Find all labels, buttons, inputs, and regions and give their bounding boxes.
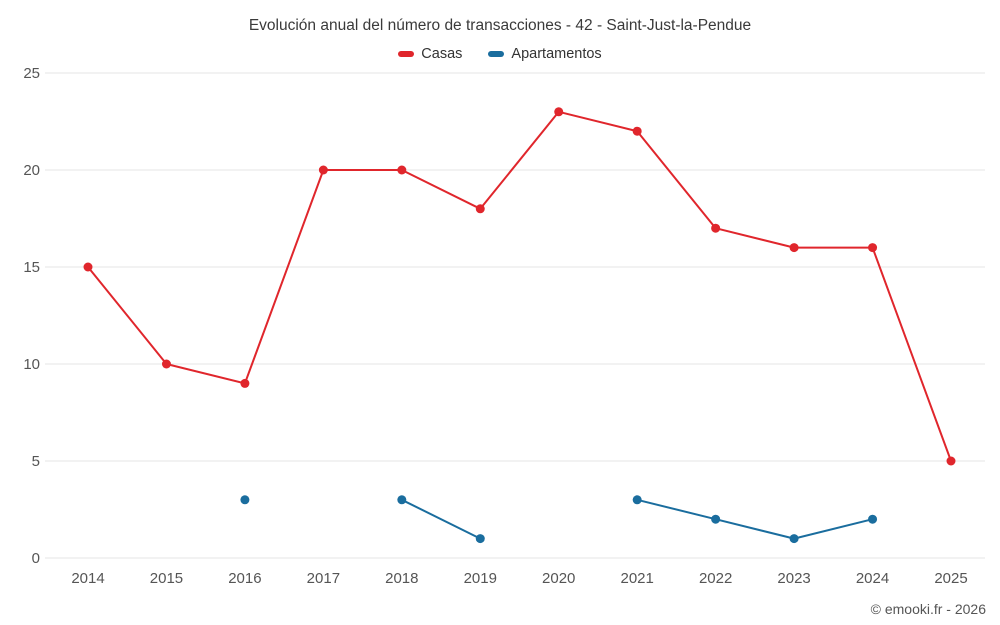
series-point-apartamentos[interactable] xyxy=(397,495,407,505)
legend-label-apartamentos: Apartamentos xyxy=(511,46,602,62)
series-point-casas[interactable] xyxy=(711,223,721,233)
y-tick-label: 15 xyxy=(23,259,40,276)
x-tick-label: 2025 xyxy=(934,570,967,587)
series-point-casas[interactable] xyxy=(475,204,485,214)
x-tick-label: 2024 xyxy=(856,570,889,587)
legend-item-casas[interactable]: Casas xyxy=(398,46,462,62)
x-tick-label: 2015 xyxy=(150,570,183,587)
series-point-casas[interactable] xyxy=(397,165,407,175)
series-point-casas[interactable] xyxy=(632,126,642,136)
x-tick-label: 2020 xyxy=(542,570,575,587)
copyright-text: © emooki.fr - 2026 xyxy=(870,601,986,617)
series-point-casas[interactable] xyxy=(318,165,328,175)
x-tick-label: 2022 xyxy=(699,570,732,587)
y-tick-label: 5 xyxy=(32,453,40,470)
y-tick-label: 25 xyxy=(23,65,40,82)
legend-swatch-apartamentos xyxy=(488,51,505,57)
x-tick-label: 2019 xyxy=(464,570,497,587)
legend-swatch-casas xyxy=(398,51,415,57)
series-point-casas[interactable] xyxy=(789,243,799,253)
series-point-apartamentos[interactable] xyxy=(240,495,250,505)
series-point-apartamentos[interactable] xyxy=(868,514,878,524)
x-tick-label: 2016 xyxy=(228,570,261,587)
series-point-casas[interactable] xyxy=(946,456,956,466)
x-tick-label: 2023 xyxy=(777,570,810,587)
series-line-apartamentos xyxy=(400,498,482,540)
series-point-apartamentos[interactable] xyxy=(789,534,799,544)
series-line-casas xyxy=(87,110,952,462)
legend-item-apartamentos[interactable]: Apartamentos xyxy=(488,46,602,62)
series-point-apartamentos[interactable] xyxy=(475,534,485,544)
series-line-apartamentos xyxy=(636,498,874,540)
y-tick-label: 10 xyxy=(23,356,40,373)
x-tick-label: 2014 xyxy=(71,570,104,587)
x-tick-label: 2017 xyxy=(307,570,340,587)
legend: Casas Apartamentos xyxy=(0,46,1000,62)
series-point-casas[interactable] xyxy=(240,378,250,388)
chart-title: Evolución anual del número de transaccio… xyxy=(248,17,752,34)
y-tick-label: 0 xyxy=(32,550,40,567)
series-point-casas[interactable] xyxy=(554,107,564,117)
legend-label-casas: Casas xyxy=(421,46,463,62)
x-tick-label: 2021 xyxy=(620,570,653,587)
series-point-apartamentos[interactable] xyxy=(711,514,721,524)
series-point-apartamentos[interactable] xyxy=(632,495,642,505)
x-tick-label: 2018 xyxy=(385,570,418,587)
series-point-casas[interactable] xyxy=(868,243,878,253)
series-point-casas[interactable] xyxy=(161,359,171,369)
series-point-casas[interactable] xyxy=(83,262,93,272)
y-tick-label: 20 xyxy=(23,162,40,179)
